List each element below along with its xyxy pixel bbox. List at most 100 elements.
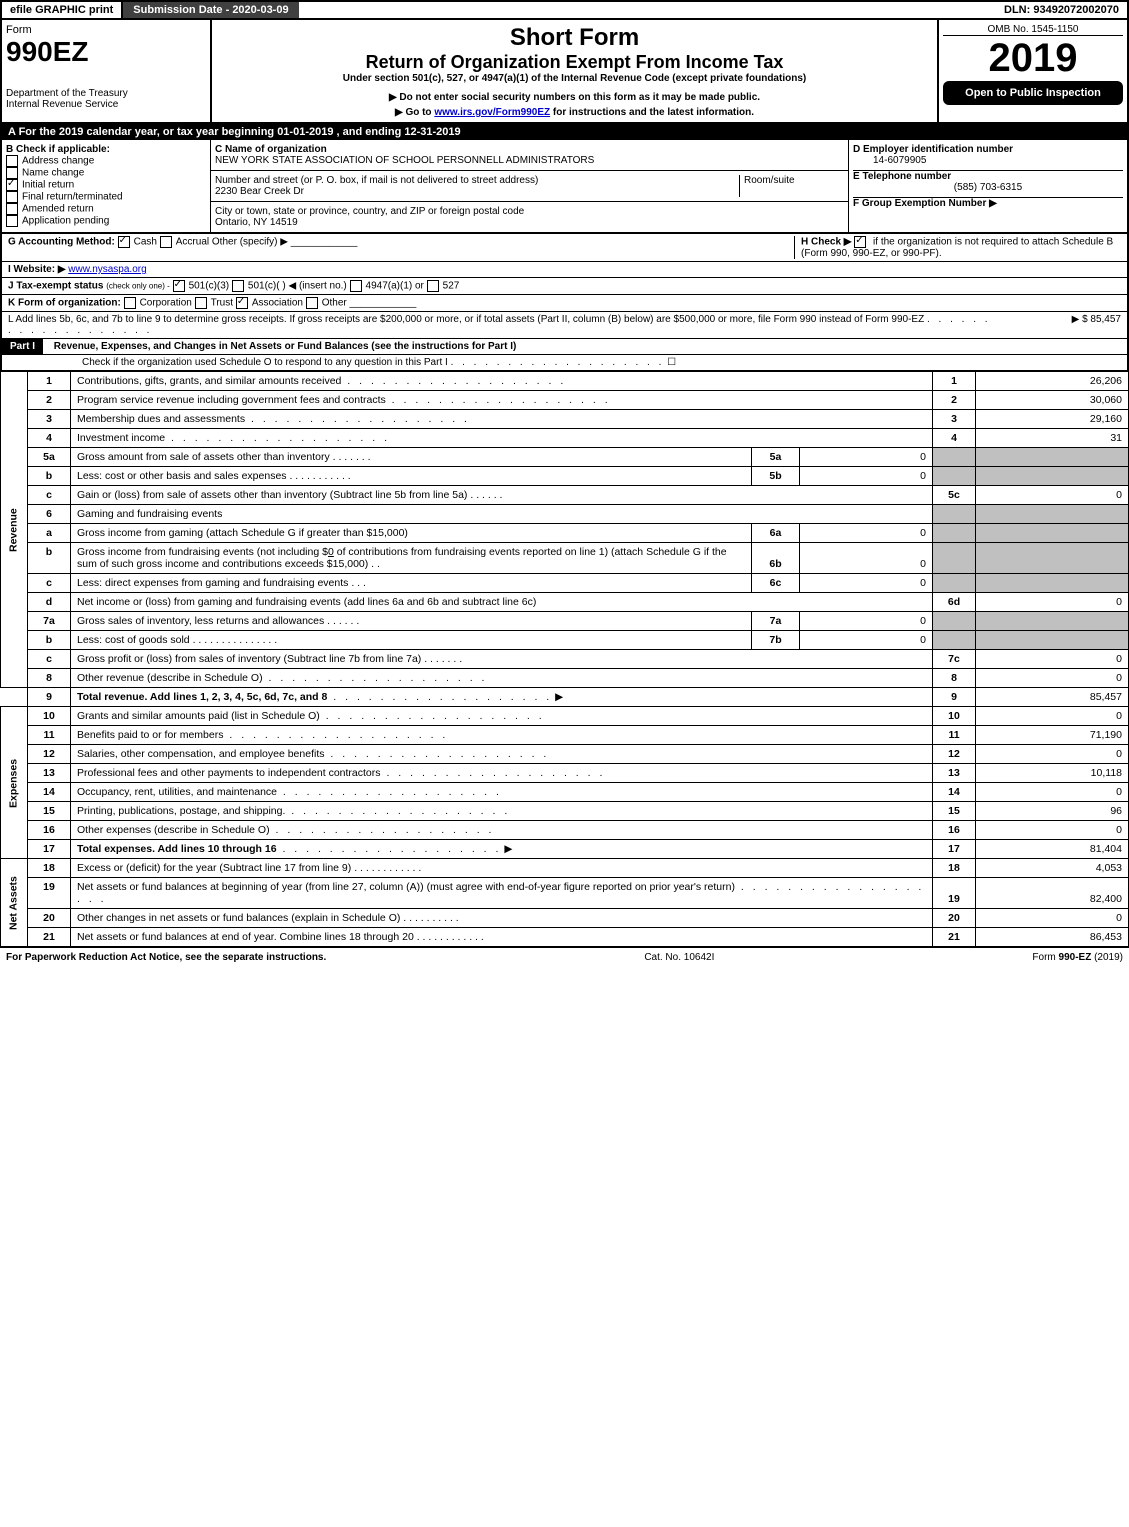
chk-initial-return[interactable]: Initial return xyxy=(22,180,74,191)
part-i-label: Part I xyxy=(2,339,43,354)
short-form-title: Short Form xyxy=(216,24,933,52)
line-11-val: 71,190 xyxy=(976,726,1129,745)
chk-corp[interactable]: Corporation xyxy=(140,298,192,309)
chk-name-change[interactable]: Name change xyxy=(22,168,84,179)
line-4-rnum: 4 xyxy=(933,429,976,448)
tax-year: 2019 xyxy=(943,36,1123,81)
section-c-label: C Name of organization xyxy=(215,144,327,155)
line-2-rnum: 2 xyxy=(933,391,976,410)
chk-trust[interactable]: Trust xyxy=(211,298,233,309)
line-2-val: 30,060 xyxy=(976,391,1129,410)
line-17-num: 17 xyxy=(28,840,71,859)
line-2-num: 2 xyxy=(28,391,71,410)
website-link[interactable]: www.nysaspa.org xyxy=(68,264,146,275)
chk-address-change[interactable]: Address change xyxy=(22,156,94,167)
line-9-val: 85,457 xyxy=(976,688,1129,707)
line-4-val: 31 xyxy=(976,429,1129,448)
chk-application-pending[interactable]: Application pending xyxy=(22,216,109,227)
line-1-num: 1 xyxy=(28,372,71,391)
chk-501c[interactable]: 501(c)( ) ◀ (insert no.) xyxy=(248,281,347,292)
line-7b-num: b xyxy=(28,631,71,650)
line-7a-sub: 7a xyxy=(752,612,800,631)
line-5a-desc: Gross amount from sale of assets other t… xyxy=(77,451,330,463)
line-20-desc: Other changes in net assets or fund bala… xyxy=(77,912,400,924)
line-13-rnum: 13 xyxy=(933,764,976,783)
line-15-rnum: 15 xyxy=(933,802,976,821)
goto-suffix: for instructions and the latest informat… xyxy=(553,107,754,118)
line-6c-num: c xyxy=(28,574,71,593)
line-7a-subval: 0 xyxy=(800,612,933,631)
line-11-desc: Benefits paid to or for members xyxy=(77,729,223,741)
chk-assoc[interactable]: Association xyxy=(252,298,303,309)
part-i-title: Revenue, Expenses, and Changes in Net As… xyxy=(46,341,517,352)
line-5b-subval: 0 xyxy=(800,467,933,486)
line-18-num: 18 xyxy=(28,859,71,878)
goto-row: ▶ Go to www.irs.gov/Form990EZ for instru… xyxy=(216,107,933,118)
line-10-rnum: 10 xyxy=(933,707,976,726)
line-16-desc: Other expenses (describe in Schedule O) xyxy=(77,824,270,836)
chk-amended-return[interactable]: Amended return xyxy=(22,204,94,215)
page-footer: For Paperwork Reduction Act Notice, see … xyxy=(0,947,1129,967)
room-label: Room/suite xyxy=(744,175,795,186)
line-1-desc: Contributions, gifts, grants, and simila… xyxy=(77,375,341,387)
chk-4947[interactable]: 4947(a)(1) or xyxy=(366,281,424,292)
line-18-val: 4,053 xyxy=(976,859,1129,878)
chk-cash[interactable]: Cash xyxy=(134,237,157,248)
line-20-num: 20 xyxy=(28,909,71,928)
expenses-label: Expenses xyxy=(1,707,28,859)
line-5a-subval: 0 xyxy=(800,448,933,467)
section-a-row: A For the 2019 calendar year, or tax yea… xyxy=(0,124,1129,140)
line-6-num: 6 xyxy=(28,505,71,524)
line-5b-sub: 5b xyxy=(752,467,800,486)
line-15-val: 96 xyxy=(976,802,1129,821)
line-14-val: 0 xyxy=(976,783,1129,802)
section-k-label: K Form of organization: xyxy=(8,298,121,309)
line-16-rnum: 16 xyxy=(933,821,976,840)
form-ref: Form 990-EZ (2019) xyxy=(1032,952,1123,963)
chk-501c3[interactable]: 501(c)(3) xyxy=(189,281,230,292)
return-title: Return of Organization Exempt From Incom… xyxy=(216,52,933,73)
line-3-desc: Membership dues and assessments xyxy=(77,413,245,425)
chk-527[interactable]: 527 xyxy=(443,281,460,292)
line-20-val: 0 xyxy=(976,909,1129,928)
submission-date-button[interactable]: Submission Date - 2020-03-09 xyxy=(123,2,298,18)
line-18-desc: Excess or (deficit) for the year (Subtra… xyxy=(77,862,351,874)
chk-other-org[interactable]: Other xyxy=(322,298,347,309)
ein-value: 14-6079905 xyxy=(853,155,1123,166)
line-6d-rnum: 6d xyxy=(933,593,976,612)
section-j-label: J Tax-exempt status xyxy=(8,281,103,292)
dept-treasury: Department of the Treasury xyxy=(6,88,206,99)
chk-accrual[interactable]: Accrual xyxy=(176,237,209,248)
omb-number: OMB No. 1545-1150 xyxy=(943,24,1123,36)
section-h-label: H Check ▶ xyxy=(801,237,851,248)
line-15-num: 15 xyxy=(28,802,71,821)
org-name: NEW YORK STATE ASSOCIATION OF SCHOOL PER… xyxy=(215,155,594,166)
line-7a-num: 7a xyxy=(28,612,71,631)
line-14-rnum: 14 xyxy=(933,783,976,802)
line-6a-sub: 6a xyxy=(752,524,800,543)
line-1-val: 26,206 xyxy=(976,372,1129,391)
chk-final-return[interactable]: Final return/terminated xyxy=(22,192,123,203)
form-header: Form 990EZ Department of the Treasury In… xyxy=(0,20,1129,124)
line-8-val: 0 xyxy=(976,669,1129,688)
part-i-checkbox[interactable]: ☐ xyxy=(667,357,676,368)
line-6c-sub: 6c xyxy=(752,574,800,593)
line-5c-num: c xyxy=(28,486,71,505)
line-6b-sub: 6b xyxy=(752,543,800,574)
line-12-num: 12 xyxy=(28,745,71,764)
efile-print-button[interactable]: efile GRAPHIC print xyxy=(2,2,123,18)
form-number: 990EZ xyxy=(6,36,206,68)
line-19-val: 82,400 xyxy=(976,878,1129,909)
line-17-desc: Total expenses. Add lines 10 through 16 xyxy=(77,843,277,855)
line-10-desc: Grants and similar amounts paid (list in… xyxy=(77,710,320,722)
line-6-desc: Gaming and fundraising events xyxy=(71,505,933,524)
line-10-num: 10 xyxy=(28,707,71,726)
city-state-zip: Ontario, NY 14519 xyxy=(215,217,298,228)
irs-link[interactable]: www.irs.gov/Form990EZ xyxy=(434,107,550,118)
line-7a-desc: Gross sales of inventory, less returns a… xyxy=(77,615,324,627)
line-20-rnum: 20 xyxy=(933,909,976,928)
line-7c-val: 0 xyxy=(976,650,1129,669)
line-21-rnum: 21 xyxy=(933,928,976,947)
line-12-val: 0 xyxy=(976,745,1129,764)
line-3-num: 3 xyxy=(28,410,71,429)
